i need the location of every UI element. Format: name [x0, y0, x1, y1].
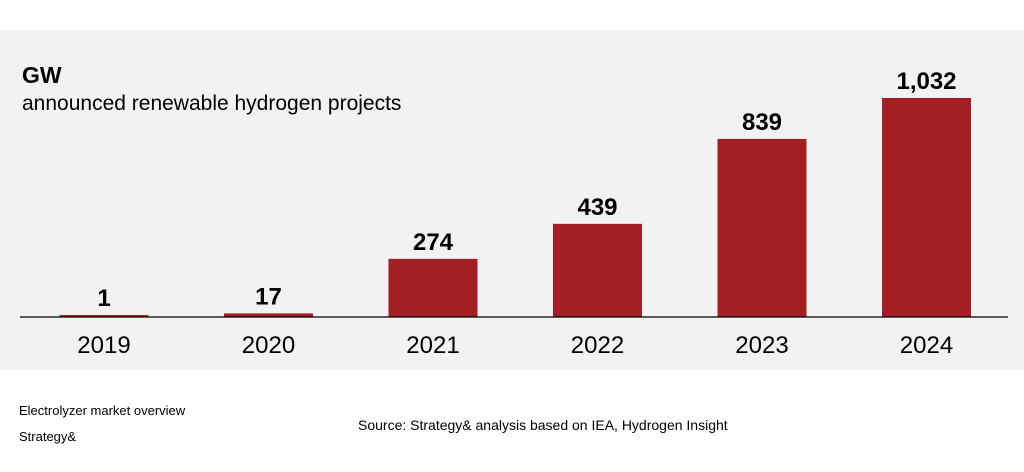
data-label-2021: 274	[413, 229, 454, 256]
report-title: Electrolyzer market overview	[19, 403, 186, 418]
x-tick-2021: 2021	[406, 332, 459, 359]
bar-2022	[553, 223, 642, 317]
data-label-2020: 17	[255, 283, 282, 310]
footer-left: Electrolyzer market overview Strategy&	[19, 398, 185, 450]
source-note: Source: Strategy& analysis based on IEA,…	[358, 417, 728, 433]
bar-2024	[882, 98, 971, 317]
x-tick-2020: 2020	[242, 332, 295, 359]
data-label-2023: 839	[742, 109, 782, 136]
bar-2021	[388, 258, 478, 317]
publisher-name: Strategy&	[19, 429, 77, 444]
data-label-2019: 1	[97, 285, 110, 312]
data-label-2022: 439	[577, 194, 617, 221]
bar-2019	[59, 315, 149, 317]
x-tick-2023: 2023	[735, 332, 788, 359]
x-tick-2024: 2024	[900, 332, 953, 359]
x-tick-2022: 2022	[571, 332, 624, 359]
x-tick-2019: 2019	[77, 332, 130, 359]
chart-panel	[0, 30, 1024, 370]
chart-subtitle: announced renewable hydrogen projects	[22, 92, 402, 115]
bar-2020	[224, 313, 313, 317]
data-label-2024: 1,032	[896, 68, 956, 95]
chart-unit-title: GW	[22, 62, 62, 88]
bar-2023	[717, 138, 807, 317]
